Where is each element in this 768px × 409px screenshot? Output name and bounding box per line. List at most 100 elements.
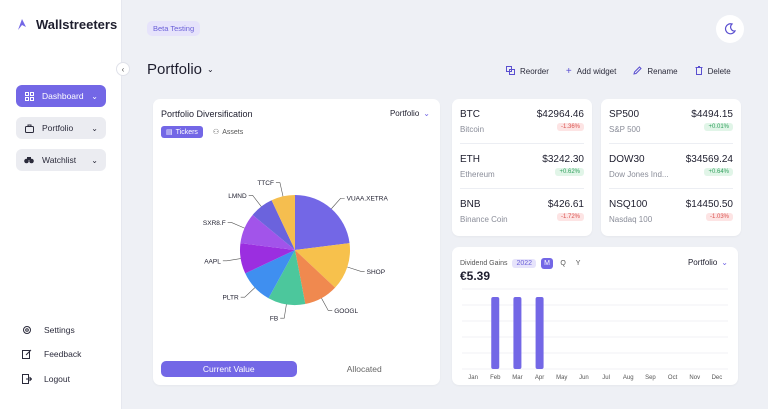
x-tick-label: May: [556, 375, 567, 381]
ticker-symbol: SP500: [609, 109, 640, 120]
pie-slice-lmnd[interactable]: [252, 200, 295, 250]
pie-label: TTCF: [257, 180, 274, 187]
card-title: Portfolio Diversification: [161, 109, 253, 119]
tab-label: Assets: [222, 128, 244, 136]
chevron-down-icon: ⌄: [721, 258, 728, 267]
logo-icon: [18, 19, 26, 30]
ticker-symbol: ETH: [460, 154, 480, 165]
x-tick-label: Sep: [645, 375, 656, 381]
pie-slice-vuaa-xetra[interactable]: [295, 195, 350, 250]
chevron-down-icon: ⌄: [91, 91, 98, 101]
reorder-label: Reorder: [520, 67, 549, 76]
ticker-change: +0.01%: [704, 123, 733, 131]
ticker-change: -1.03%: [705, 213, 733, 221]
portfolio-select[interactable]: Portfolio ⌄: [688, 258, 728, 267]
ticker-change: -1.36%: [556, 123, 584, 131]
ticker-row[interactable]: NSQ100 Nasdaq 100 $14450.50 -1.03%: [609, 189, 733, 234]
page-title[interactable]: Portfolio ⌄: [147, 61, 214, 78]
x-tick-label: Jul: [602, 375, 610, 381]
x-tick-label: Nov: [689, 375, 700, 381]
rename-button[interactable]: Rename: [633, 66, 678, 77]
index-tickers-card: SP500 S&P 500 $4494.15 +0.01% DOW30 Dow …: [601, 99, 741, 236]
feedback-label: Feedback: [44, 349, 82, 359]
brand[interactable]: Wallstreeters: [17, 17, 117, 32]
delete-button[interactable]: Delete: [695, 66, 731, 77]
tab-assets[interactable]: ⚇ Assets: [208, 126, 248, 138]
dark-mode-toggle[interactable]: [716, 15, 744, 43]
period-year-button[interactable]: Y: [575, 260, 581, 267]
year-select[interactable]: 2022: [512, 259, 537, 268]
chevron-down-icon: ⌄: [207, 65, 214, 74]
page-title-text: Portfolio: [147, 61, 203, 78]
ticker-row[interactable]: SP500 S&P 500 $4494.15 +0.01%: [609, 99, 733, 144]
pie-slice-googl[interactable]: [295, 250, 336, 305]
pie-slice-aapl[interactable]: [240, 243, 295, 274]
sidebar-item-dashboard[interactable]: Dashboard ⌄: [16, 85, 106, 107]
view-toggle: ▤ Tickers ⚇ Assets: [161, 126, 248, 138]
bar-apr[interactable]: [535, 297, 544, 369]
pie-slice-sxr8-f[interactable]: [240, 214, 295, 250]
pie-slice-fb[interactable]: [268, 250, 306, 305]
add-widget-label: Add widget: [576, 67, 617, 76]
bar-feb[interactable]: [491, 297, 500, 369]
pie-slice-ttcf[interactable]: [271, 195, 295, 250]
sidebar-item-portfolio[interactable]: Portfolio ⌄: [16, 117, 106, 139]
chevron-down-icon: ⌄: [91, 123, 98, 133]
logout-label: Logout: [44, 374, 70, 384]
pie-label: PLTR: [223, 295, 239, 302]
logout-link[interactable]: Logout: [22, 374, 70, 384]
portfolio-select[interactable]: Portfolio ⌄: [390, 109, 430, 118]
ticker-row[interactable]: ETH Ethereum $3242.30 +0.62%: [460, 144, 584, 189]
toolbar: Reorder + Add widget Rename Delete: [506, 66, 731, 77]
feedback-link[interactable]: Feedback: [22, 349, 81, 359]
sidebar-item-label: Watchlist: [42, 155, 77, 165]
add-widget-button[interactable]: + Add widget: [566, 66, 616, 77]
pie-leader-line: [321, 298, 333, 311]
ticker-name: Binance Coin: [460, 215, 508, 224]
ticker-row[interactable]: DOW30 Dow Jones Ind... $34569.24 +0.64%: [609, 144, 733, 189]
ticker-name: Bitcoin: [460, 125, 485, 134]
x-tick-label: Feb: [490, 375, 501, 381]
pie-slice-shop[interactable]: [295, 243, 350, 288]
sidebar-item-watchlist[interactable]: Watchlist ⌄: [16, 149, 106, 171]
pie-label: VUAA.XETRA: [347, 196, 389, 203]
x-tick-label: Dec: [712, 375, 723, 381]
collapse-sidebar-button[interactable]: ‹: [116, 62, 130, 76]
ticker-price: $4494.15: [691, 109, 733, 120]
period-month-button[interactable]: M: [541, 258, 554, 269]
x-tick-label: Mar: [512, 375, 522, 381]
bar-mar[interactable]: [513, 297, 522, 369]
assets-icon: ⚇: [212, 129, 220, 136]
pie-label: SXR8.F: [203, 220, 226, 227]
reorder-button[interactable]: Reorder: [506, 66, 549, 77]
current-value-button[interactable]: Current Value: [161, 361, 297, 377]
settings-link[interactable]: Settings: [22, 325, 75, 335]
dividend-label: Dividend Gains: [460, 260, 508, 267]
ticker-price: $34569.24: [685, 154, 733, 165]
ticker-change: +0.62%: [555, 168, 584, 176]
allocated-button[interactable]: Allocated: [346, 364, 382, 374]
trash-icon: [695, 66, 703, 77]
ticker-name: Nasdaq 100: [609, 215, 653, 224]
period-quarter-button[interactable]: Q: [560, 260, 566, 267]
tickers-icon: ▤: [166, 129, 173, 136]
pie-leader-line: [227, 222, 245, 229]
rename-label: Rename: [647, 67, 678, 76]
pie-leader-line: [248, 195, 262, 207]
tab-label: Tickers: [175, 128, 198, 136]
sidebar-item-label: Portfolio: [42, 123, 74, 133]
tab-tickers[interactable]: ▤ Tickers: [161, 126, 203, 138]
pie-leader-line: [347, 266, 365, 272]
delete-label: Delete: [707, 67, 731, 76]
sidebar: Wallstreeters Dashboard ⌄ Portfolio ⌄ Wa…: [0, 0, 122, 409]
ticker-symbol: BNB: [460, 199, 481, 210]
pie-slice-pltr[interactable]: [245, 250, 295, 299]
ticker-change: -1.72%: [556, 213, 584, 221]
binoculars-icon: [24, 155, 34, 165]
ticker-row[interactable]: BTC Bitcoin $42964.46 -1.36%: [460, 99, 584, 144]
ticker-symbol: NSQ100: [609, 199, 648, 210]
chevron-left-icon: ‹: [121, 64, 125, 74]
x-tick-label: Jan: [468, 375, 478, 381]
ticker-symbol: DOW30: [609, 154, 645, 165]
ticker-row[interactable]: BNB Binance Coin $426.61 -1.72%: [460, 189, 584, 234]
